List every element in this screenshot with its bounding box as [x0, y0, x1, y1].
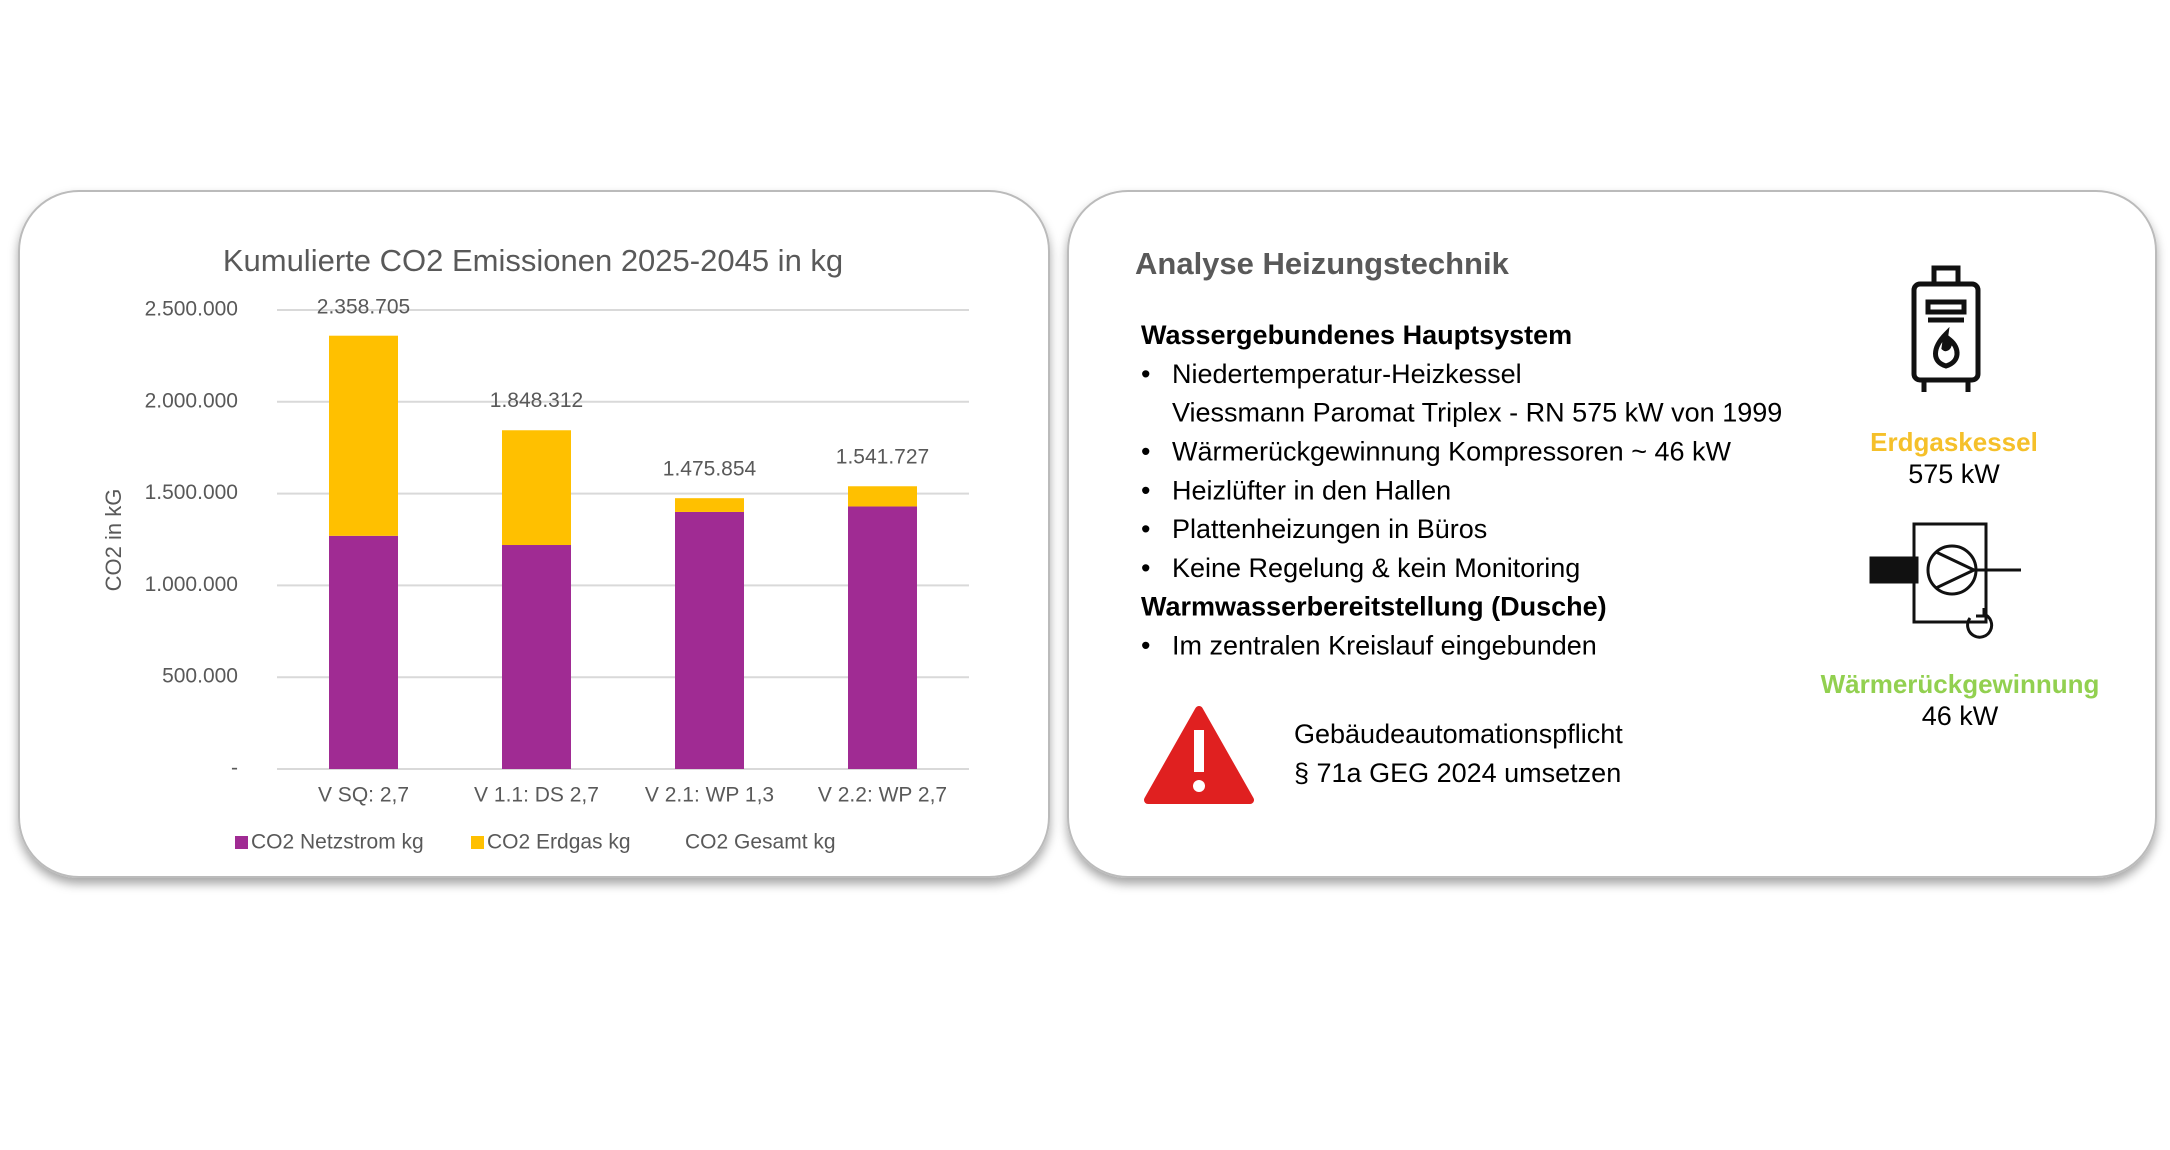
list-item: Keine Regelung & kein Monitoring: [1172, 553, 1580, 583]
list-item: Im zentralen Kreislauf eingebunden: [1172, 631, 1597, 661]
component-name: Wärmerückgewinnung: [1821, 669, 2100, 699]
y-tick-label: 2.500.000: [145, 298, 238, 321]
bullet: •: [1141, 437, 1150, 467]
y-tick-label: 1.500.000: [145, 481, 238, 504]
bar-segment: [502, 545, 571, 769]
list-item: Viessmann Paromat Triplex - RN 575 kW vo…: [1172, 398, 1782, 428]
bar-segment: [848, 486, 917, 507]
data-label: 1.541.727: [836, 445, 929, 468]
x-tick-label: V 2.2: WP 2,7: [818, 784, 947, 807]
component-name: Erdgaskessel: [1870, 427, 2038, 457]
bar-segment: [329, 335, 398, 536]
list-item: Niedertemperatur-Heizkessel: [1172, 359, 1522, 389]
bar-segment: [675, 511, 744, 769]
data-label: 2.358.705: [317, 295, 410, 318]
y-tick-label: -: [231, 757, 238, 780]
bullet: •: [1141, 553, 1150, 583]
legend-label: CO2 Erdgas kg: [487, 831, 631, 854]
bar-segment: [848, 506, 917, 769]
group-heading: Wassergebundenes Hauptsystem: [1141, 320, 1572, 350]
y-tick-label: 500.000: [162, 665, 238, 688]
heat-recovery-icon: [1869, 522, 2021, 639]
legend-label: CO2 Gesamt kg: [685, 831, 836, 854]
info-card: [1067, 190, 2157, 878]
y-tick-label: 2.000.000: [145, 389, 238, 412]
group-heading: Warmwasserbereitstellung (Dusche): [1141, 592, 1607, 622]
bar-segment: [675, 498, 744, 512]
y-tick-label: 1.000.000: [145, 573, 238, 596]
bullet: •: [1141, 514, 1150, 544]
panel-title: Analyse Heizungstechnik: [1135, 246, 1510, 281]
warning-text: Gebäudeautomationspflicht: [1294, 719, 1623, 749]
x-tick-label: V 2.1: WP 1,3: [645, 784, 774, 807]
chart-title: Kumulierte CO2 Emissionen 2025-2045 in k…: [223, 243, 843, 278]
component-power: 46 kW: [1922, 701, 1999, 731]
bar-segment: [329, 535, 398, 769]
list-item: Wärmerückgewinnung Kompressoren ~ 46 kW: [1172, 437, 1732, 467]
data-label: 1.848.312: [490, 389, 583, 412]
bullet: •: [1141, 631, 1150, 661]
y-axis-label: CO2 in kG: [101, 489, 126, 592]
x-tick-label: V 1.1: DS 2,7: [474, 784, 599, 807]
legend-swatch: [471, 836, 484, 849]
legend-label: CO2 Netzstrom kg: [251, 831, 424, 854]
x-tick-label: V SQ: 2,7: [318, 784, 409, 807]
data-label: 1.475.854: [663, 458, 757, 481]
component-power: 575 kW: [1908, 459, 2000, 489]
warning-text: § 71a GEG 2024 umsetzen: [1294, 758, 1621, 788]
list-item: Heizlüfter in den Hallen: [1172, 475, 1451, 505]
bullet: •: [1141, 475, 1150, 505]
bullet: •: [1141, 359, 1150, 389]
warning-icon: [1144, 706, 1254, 804]
bar-segment: [502, 430, 571, 546]
legend-swatch: [235, 836, 248, 849]
list-item: Plattenheizungen in Büros: [1172, 514, 1487, 544]
boiler-icon: [1911, 265, 1981, 392]
